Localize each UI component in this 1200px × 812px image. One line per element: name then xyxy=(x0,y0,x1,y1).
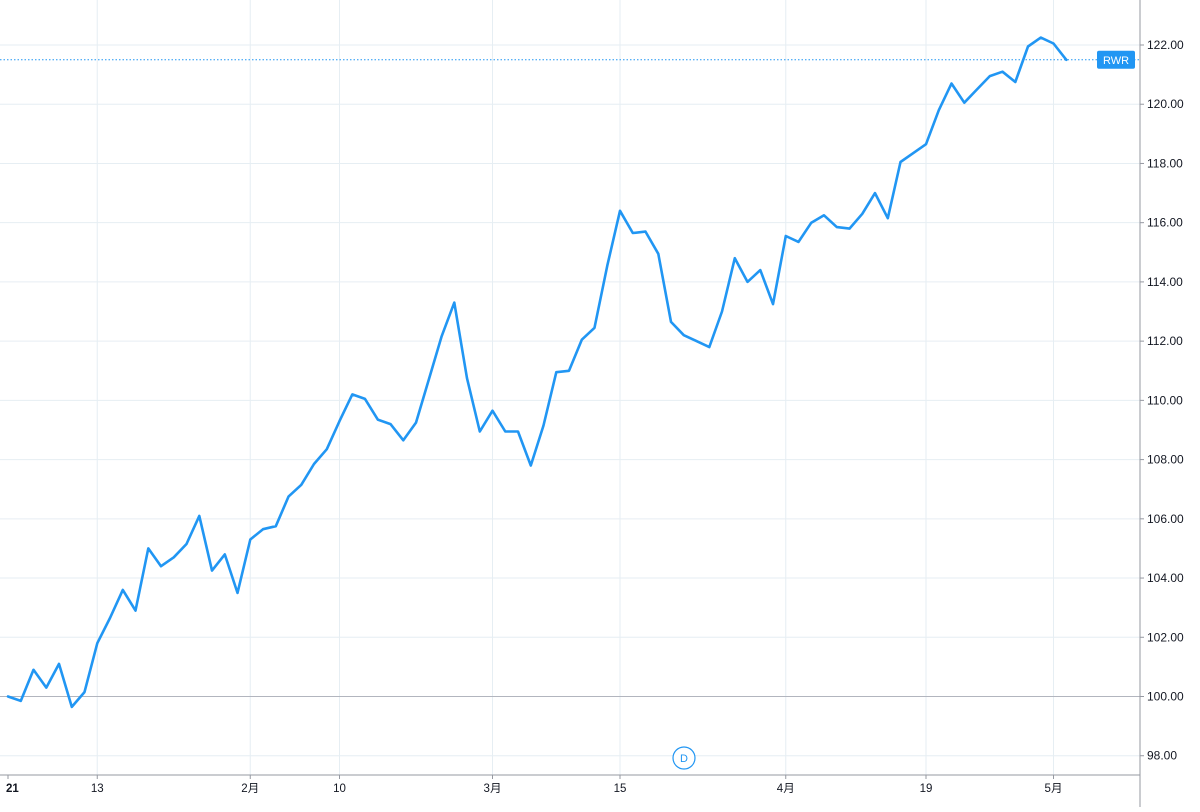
event-marker-group[interactable]: D xyxy=(672,746,696,770)
x-tick-label: 13 xyxy=(91,783,104,795)
x-tick-label: 19 xyxy=(920,783,933,795)
y-tick-label: 114.00 xyxy=(1147,275,1183,289)
y-tick-label: 112.00 xyxy=(1147,334,1183,348)
series-label-rwr: RWR xyxy=(1103,55,1129,67)
x-tick-label: 3月 xyxy=(484,783,502,795)
y-tick-labels: 98.00 100.00 102.00 104.00 106.00 108.00 110.0… xyxy=(1140,38,1184,763)
dividend-marker-label: D xyxy=(680,753,688,765)
x-tick-label: 2月 xyxy=(241,783,259,795)
x-tick-label: 4月 xyxy=(777,783,795,795)
series-group xyxy=(6,36,1068,709)
y-tick-label: 102.00 xyxy=(1147,630,1184,644)
x-tick-label: 5月 xyxy=(1045,783,1063,795)
x-tick-label: 10 xyxy=(333,783,346,795)
y-tick-label: 100.00 xyxy=(1147,690,1184,704)
x-tick-label: 21 xyxy=(6,783,19,795)
series-label-badge xyxy=(1097,50,1135,69)
y-tick-label: 108.00 xyxy=(1147,453,1184,467)
series-label-group: RWR xyxy=(1097,50,1135,69)
y-tick-label: 106.00 xyxy=(1147,512,1184,526)
y-tick-label: 98.00 xyxy=(1147,749,1177,763)
y-tick-label: 120.00 xyxy=(1147,97,1184,111)
horizontal-gridlines xyxy=(0,44,1140,757)
x-tick-label: 15 xyxy=(614,783,627,795)
x-tick-labels: 21 13 2月 10 3月 15 4月 19 5月 xyxy=(6,775,1062,795)
y-tick-label: 118.00 xyxy=(1147,156,1183,170)
y-tick-label: 122.00 xyxy=(1147,38,1184,52)
y-tick-label: 104.00 xyxy=(1147,571,1184,585)
dividend-marker-circle[interactable] xyxy=(672,746,696,770)
y-tick-label: 116.00 xyxy=(1147,216,1183,230)
series-line-rwr xyxy=(6,36,1068,709)
axes-group xyxy=(0,0,1141,807)
y-tick-label: 110.00 xyxy=(1147,393,1183,407)
